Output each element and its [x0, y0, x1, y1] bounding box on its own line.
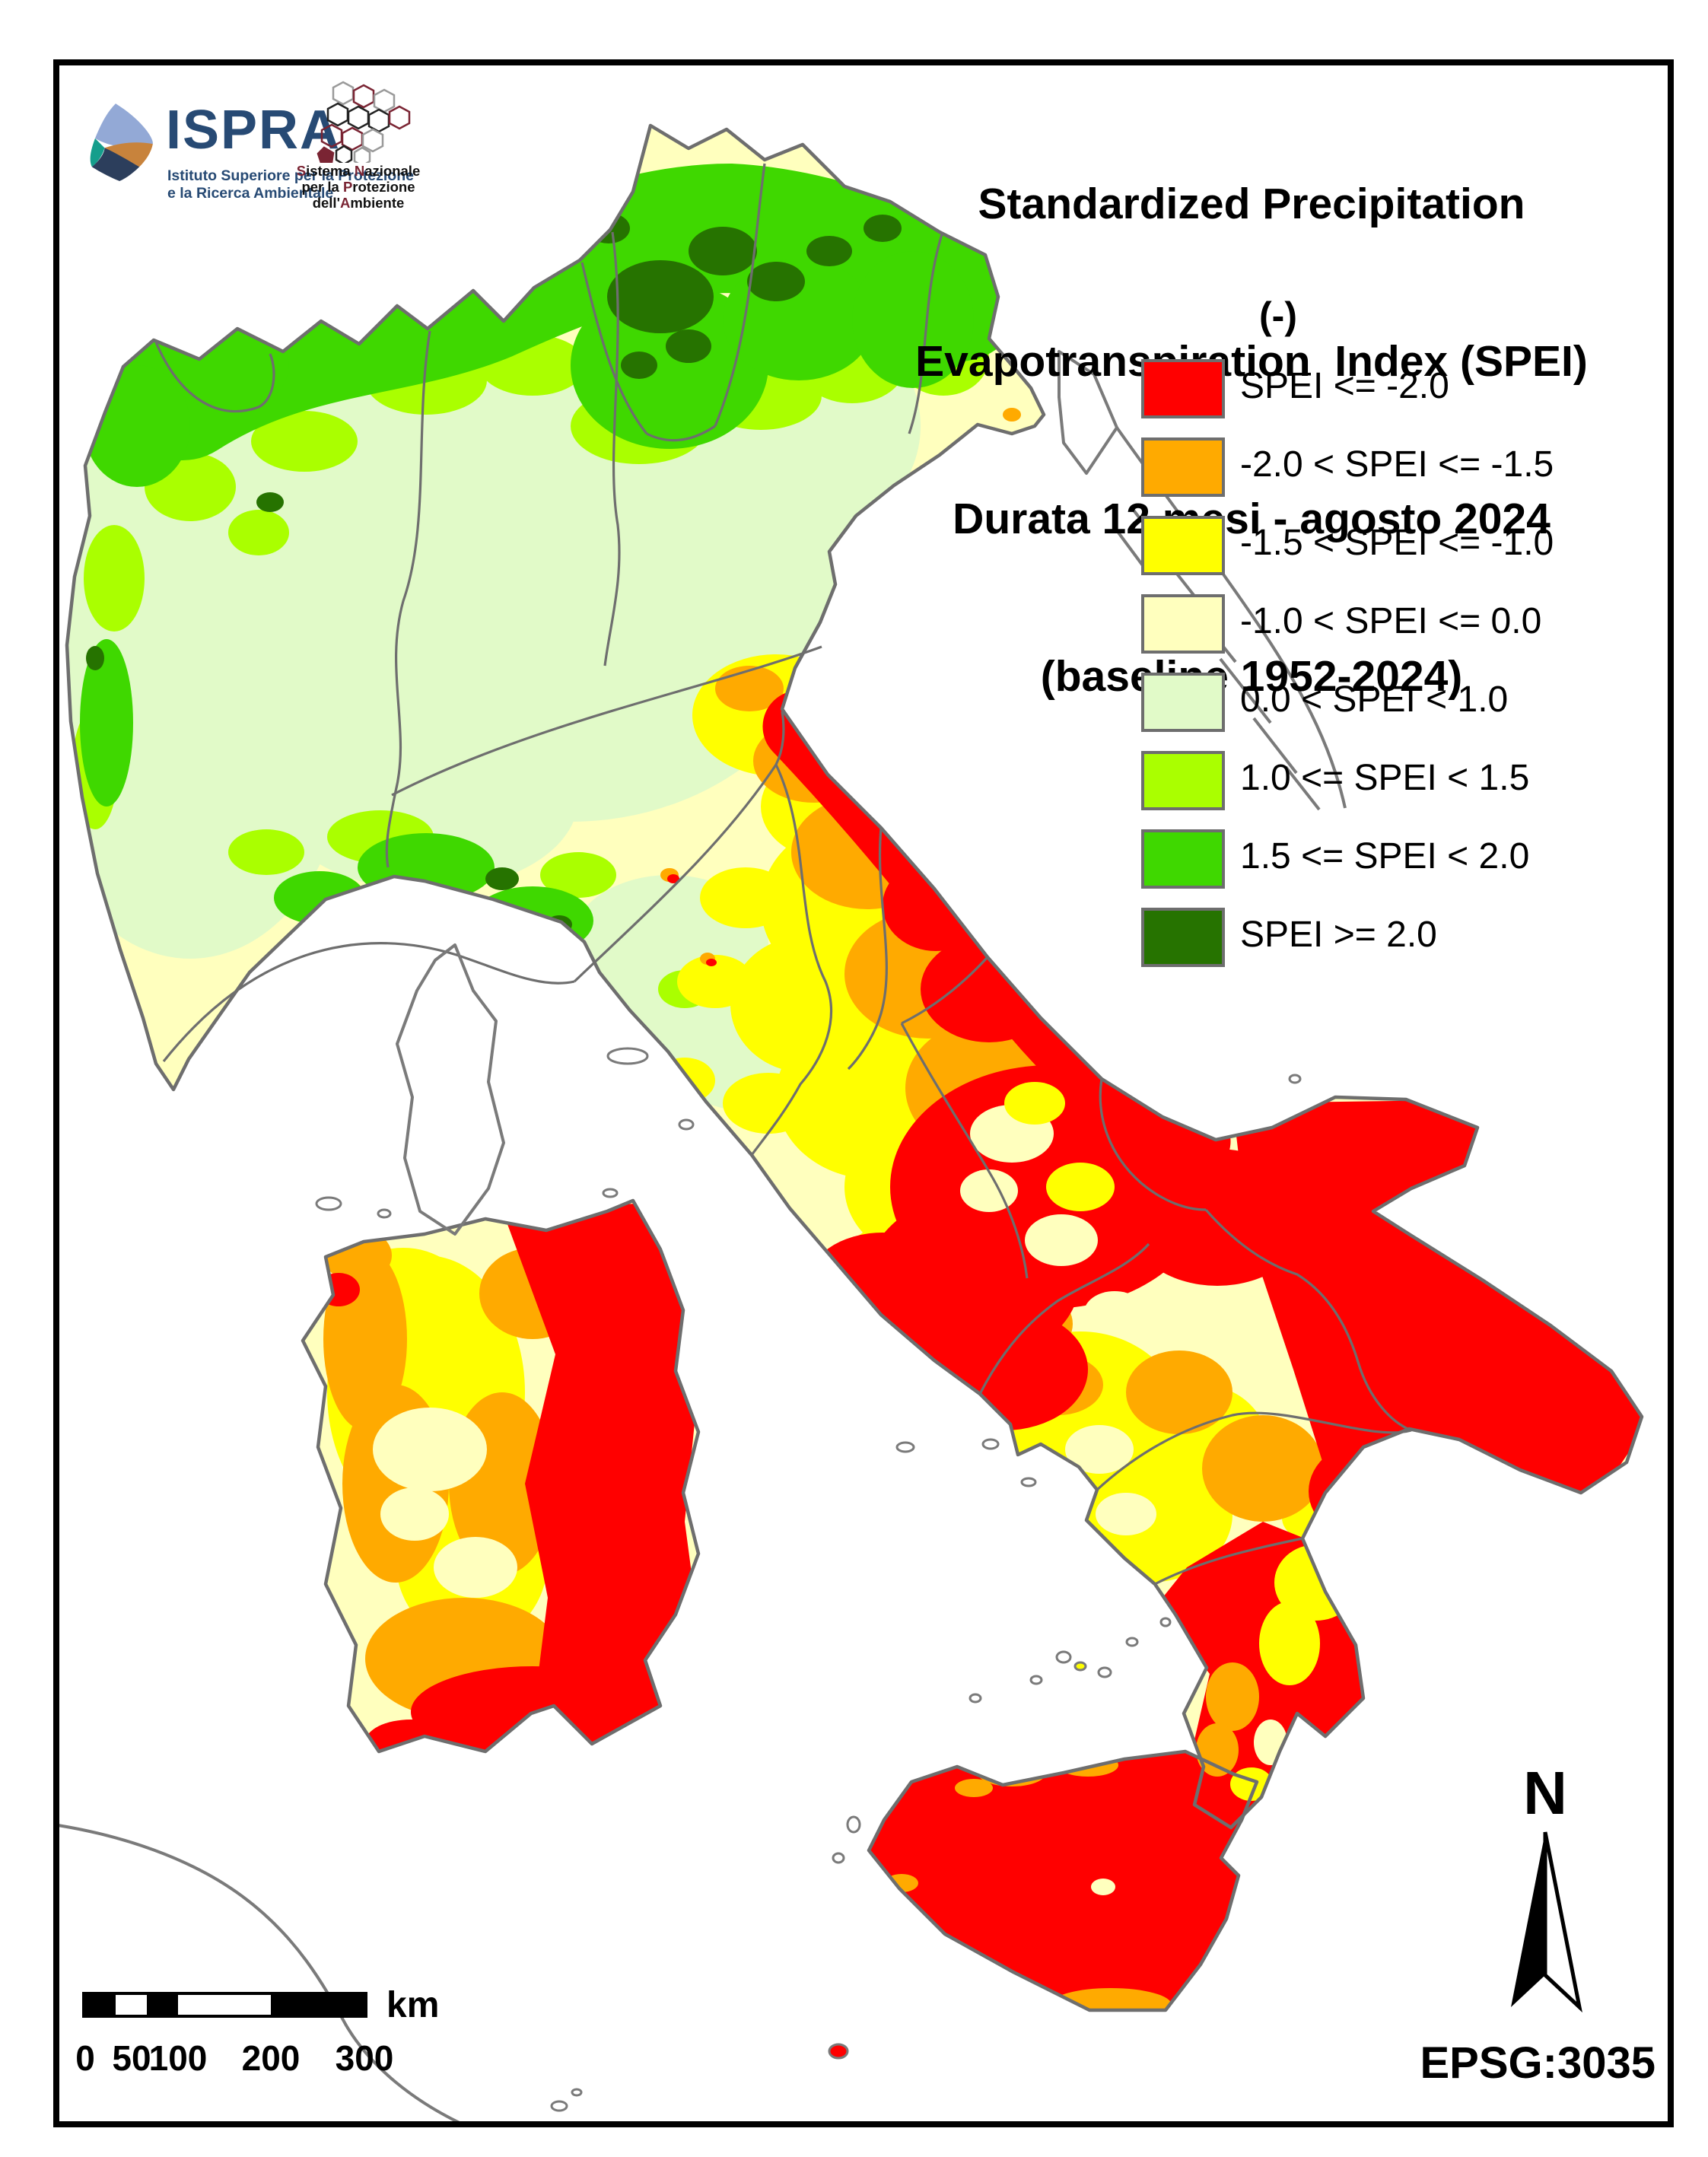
- north-label: N: [1523, 1759, 1567, 1827]
- ispra-subtitle: Istituto Superiore per la Protezione e l…: [167, 167, 414, 202]
- italy-spei-map: [59, 123, 1644, 2121]
- legend-swatch: [1141, 673, 1225, 732]
- legend-swatch: [1141, 829, 1225, 889]
- scale-label: 300: [335, 2038, 394, 2078]
- snpa-logo-icon: [316, 81, 411, 163]
- north-arrow-icon: [1511, 1831, 1582, 2013]
- snpa-logo: Sistema Nazionale per la Protezione dell…: [263, 78, 453, 230]
- legend-label: 1.0 <= SPEI < 1.5: [1240, 758, 1530, 798]
- legend-unit: (-): [1259, 294, 1297, 337]
- legend-label: -1.5 < SPEI <= -1.0: [1240, 523, 1554, 563]
- legend-label: 1.5 <= SPEI < 2.0: [1240, 836, 1530, 876]
- snpa-text: Sistema Nazionale per la Protezione dell…: [296, 163, 421, 211]
- italy-coastline: [65, 123, 1644, 2012]
- legend-swatch: [1141, 908, 1225, 967]
- legend-swatch: [1141, 751, 1225, 810]
- legend-swatch: [1141, 359, 1225, 418]
- scale-bar-unit: km: [386, 1985, 440, 2025]
- legend-swatch: [1141, 437, 1225, 497]
- ispra-logo: ISPRA Istituto Superiore per la Protezio…: [70, 96, 414, 233]
- small-islands: [315, 1047, 1302, 2112]
- crs-label: EPSG:3035: [1420, 2038, 1656, 2088]
- ispra-logo-icon: [90, 103, 153, 181]
- scale-bar-segments: [82, 1992, 367, 2018]
- scale-label: 0: [75, 2038, 95, 2078]
- title-line2: Evapotranspiration Index (SPEI): [915, 337, 1588, 386]
- scale-label: 200: [241, 2038, 301, 2078]
- legend-swatch: [1141, 516, 1225, 575]
- scale-label: 100: [148, 2038, 208, 2078]
- map-frame: ISPRA Istituto Superiore per la Protezio…: [53, 59, 1674, 2127]
- scale-label: 50: [112, 2038, 151, 2078]
- ispra-name: ISPRA: [166, 100, 342, 161]
- north-arrow: N: [1481, 1761, 1610, 2050]
- scale-bar: km 0 50 100 200 300: [75, 1985, 508, 2091]
- legend-swatch: [1141, 594, 1225, 654]
- legend-label: SPEI <= -2.0: [1240, 366, 1449, 406]
- legend-label: SPEI >= 2.0: [1240, 915, 1437, 955]
- legend-label: 0.0 < SPEI < 1.0: [1240, 679, 1509, 720]
- map-title: Standardized Precipitation Evapotranspir…: [835, 73, 1668, 808]
- legend-label: -2.0 < SPEI <= -1.5: [1240, 444, 1554, 485]
- title-line1: Standardized Precipitation: [978, 180, 1525, 228]
- legend-label: -1.0 < SPEI <= 0.0: [1240, 601, 1542, 641]
